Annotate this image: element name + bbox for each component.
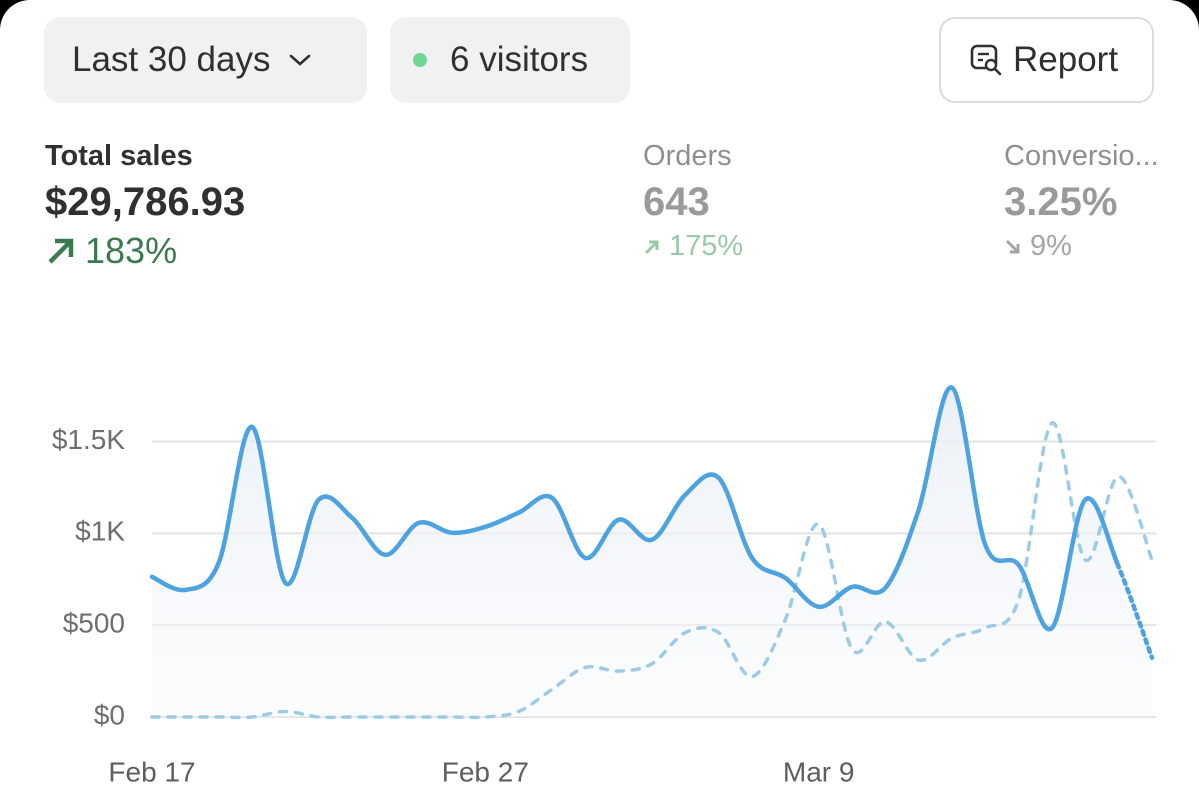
metric-value: $29,786.93: [45, 180, 246, 224]
down-arrow-icon: [1005, 239, 1020, 253]
y-tick-label: $0: [94, 699, 125, 730]
metric-orders[interactable]: Orders 643 175%: [643, 140, 743, 263]
metric-change: 183%: [85, 230, 178, 271]
metric-value: 643: [643, 180, 710, 224]
date-range-label: Last 30 days: [72, 40, 271, 79]
up-arrow-icon: [48, 238, 74, 264]
y-tick-label: $500: [63, 608, 125, 639]
live-dot: [413, 53, 427, 67]
x-tick-label: Feb 17: [108, 756, 195, 787]
area: [152, 387, 1152, 717]
metric-change: 9%: [1030, 230, 1072, 262]
chevron-icon: [290, 54, 311, 66]
x-tick-label: Mar 9: [783, 756, 855, 787]
metric-total-sales[interactable]: Total sales $29,786.93 183%: [45, 140, 245, 272]
visitors-label: 6 visitors: [450, 40, 589, 79]
metric-label: Total sales: [45, 140, 193, 172]
visitors-button[interactable]: 6 visitors: [390, 17, 630, 103]
series-line: [150, 421, 1154, 720]
metric-change: 175%: [669, 230, 744, 262]
metric-value: 3.25%: [1004, 180, 1118, 224]
metric-conversion[interactable]: Conversio... 3.25% 9%: [1004, 140, 1159, 263]
report-button[interactable]: Report: [939, 17, 1154, 103]
metric-label: Orders: [643, 140, 732, 172]
metric-label: Conversio...: [1004, 140, 1159, 172]
up-arrow-icon: [644, 240, 659, 254]
date-range-button[interactable]: Last 30 days: [44, 17, 367, 103]
report-icon: [970, 44, 1002, 76]
y-tick-label: $1K: [75, 516, 125, 547]
series-line: [149, 385, 1155, 661]
y-tick-label: $1.5K: [52, 424, 125, 455]
report-label: Report: [1013, 40, 1119, 79]
x-tick-label: Feb 27: [442, 756, 529, 787]
